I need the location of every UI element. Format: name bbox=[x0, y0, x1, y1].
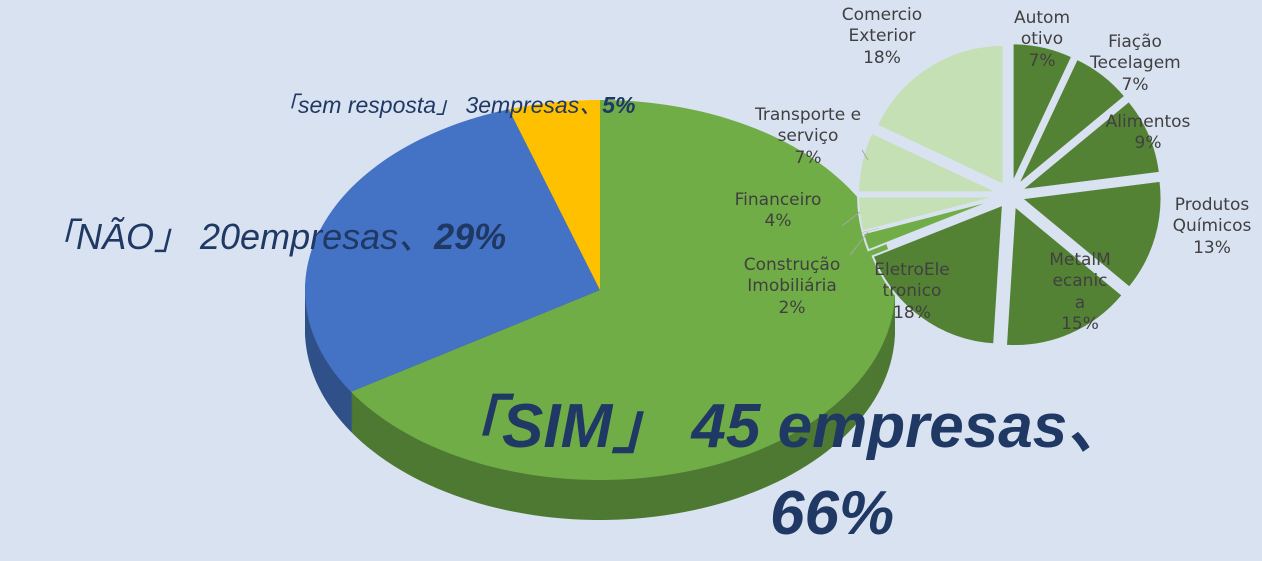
value-label: 29% bbox=[434, 216, 507, 257]
value-label: 7% bbox=[1121, 74, 1149, 95]
slice-label: Automotivo 7% bbox=[1011, 8, 1073, 72]
slice-label: MetalMecanica 15% bbox=[1049, 250, 1111, 335]
value-label: 9% bbox=[1134, 133, 1162, 154]
value-label: 13% bbox=[1193, 237, 1231, 258]
label: 「SIM」 45 empresas、 bbox=[440, 375, 1129, 465]
value-label: 15% bbox=[1061, 313, 1099, 334]
slice-label: EletroEletronico 18% bbox=[871, 260, 953, 324]
value-label: 7% bbox=[1028, 50, 1056, 71]
slice bbox=[350, 100, 896, 481]
category-label: 「SIM」 45 empresas、 bbox=[440, 392, 1130, 461]
slice bbox=[857, 195, 999, 233]
value-label: 7% bbox=[794, 147, 822, 168]
category-label: 「NÃO」 20empresas、 bbox=[40, 216, 435, 257]
slice bbox=[1011, 42, 1074, 184]
slice bbox=[871, 203, 1005, 346]
value-label: 5% bbox=[602, 92, 636, 118]
slice bbox=[508, 100, 600, 290]
value-label: 18% bbox=[863, 47, 901, 68]
slice-label: Financeiro 4% bbox=[723, 190, 833, 233]
slice-label: Transporte e serviço 7% bbox=[743, 105, 873, 169]
slice bbox=[1004, 203, 1125, 348]
slice-label: Fiação Tecelagem 7% bbox=[1090, 32, 1181, 96]
value-label: 2% bbox=[778, 297, 806, 318]
leader-line bbox=[841, 149, 869, 256]
category-label: MetalMecanica bbox=[1049, 250, 1111, 313]
category-label: Fiação Tecelagem bbox=[1090, 32, 1181, 74]
value-label: 66% bbox=[770, 479, 895, 548]
category-label: Produtos Químicos bbox=[1172, 195, 1252, 237]
category-label: Construção Imobiliária bbox=[743, 255, 841, 297]
slice bbox=[861, 197, 999, 252]
value-label: 4% bbox=[764, 211, 792, 232]
category-label: Financeiro bbox=[734, 190, 822, 210]
label: 「sem resposta」 3empresas、5% bbox=[275, 86, 635, 120]
category-label: Transporte e serviço bbox=[754, 105, 862, 147]
label: 「NÃO」 20empresas、29% bbox=[40, 208, 506, 260]
category-label: Automotivo bbox=[1013, 8, 1071, 50]
category-label: Comercio Exterior bbox=[841, 5, 923, 47]
slice bbox=[1016, 57, 1127, 187]
slice bbox=[1019, 179, 1163, 289]
slice-label: Comercio Exterior 18% bbox=[832, 5, 932, 69]
slice bbox=[1017, 99, 1162, 192]
slice-label: Produtos Químicos 13% bbox=[1162, 195, 1262, 259]
slice-label: Alimentos 9% bbox=[1098, 112, 1198, 155]
slice-label: Construção Imobiliária 2% bbox=[732, 255, 852, 319]
slice bbox=[875, 43, 1005, 187]
slice bbox=[305, 109, 600, 392]
slice bbox=[857, 131, 999, 194]
category-label: EletroEletronico bbox=[874, 260, 950, 302]
category-label: Alimentos bbox=[1105, 112, 1191, 132]
category-label: 「sem resposta」 3empresas、 bbox=[275, 92, 603, 118]
value-label: 18% bbox=[893, 302, 931, 323]
